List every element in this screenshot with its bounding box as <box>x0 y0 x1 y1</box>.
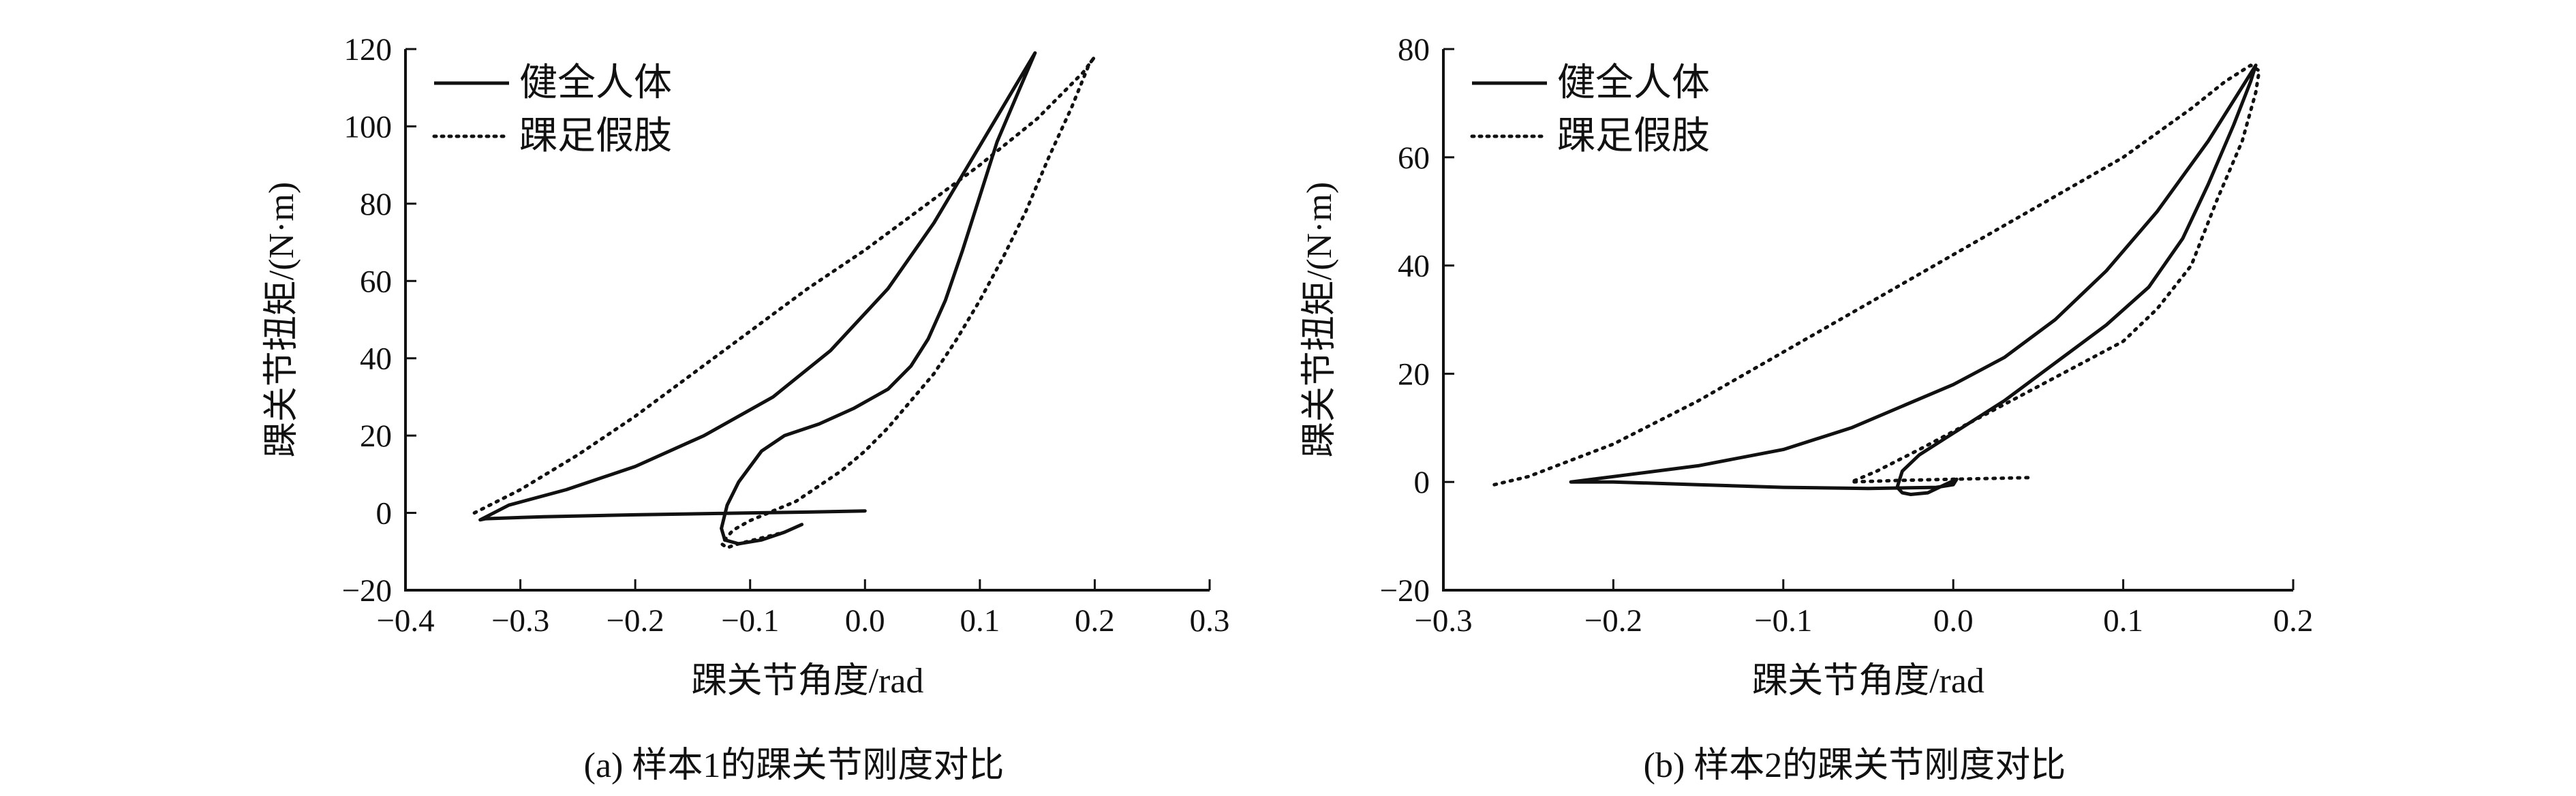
panel-b-y-axis-title: 踝关节扭矩/(N·m) <box>1300 182 1339 457</box>
panel-b-x-tick-label-1: −0.2 <box>1584 603 1642 639</box>
panel-a-y-tick-label-4: 60 <box>360 264 392 299</box>
panel-b-y-tick-label-5: 80 <box>1398 32 1430 67</box>
panel-a-x-tick-label-2: −0.2 <box>607 603 664 639</box>
panel-b-x-ticks: −0.3 −0.2 −0.1 0.0 0.1 0.2 <box>1414 579 2313 639</box>
panel-a-caption: (a) 样本1的踝关节刚度对比 <box>584 746 1005 785</box>
panel-b-x-tick-label-0: −0.3 <box>1414 603 1472 639</box>
panel-b-legend-label-solid: 健全人体 <box>1557 62 1710 104</box>
panel-b-y-tick-label-3: 40 <box>1398 249 1430 284</box>
panel-a-y-tick-label-0: −20 <box>341 573 392 609</box>
panel-a-x-ticks: −0.4 −0.3 −0.2 −0.1 0.0 0.1 0.2 0.3 <box>376 579 1229 639</box>
panel-a-y-tick-label-5: 80 <box>360 187 392 222</box>
panel-a-x-tick-label-7: 0.3 <box>1190 603 1230 639</box>
panel-b-y-ticks: −20 0 20 40 60 80 <box>1379 32 1454 609</box>
panel-b-x-tick-label-5: 0.2 <box>2273 603 2314 639</box>
panel-b-legend: 健全人体 踝足假肢 <box>1470 62 1710 157</box>
panel-a-x-tick-label-5: 0.1 <box>960 603 1000 639</box>
panel-a-x-tick-label-3: −0.1 <box>721 603 779 639</box>
panel-b-series <box>1492 63 2261 496</box>
panel-b-x-axis-title: 踝关节角度/rad <box>1752 662 1984 701</box>
panel-a-y-axis-title: 踝关节扭矩/(N·m) <box>262 182 301 457</box>
panel-a-y-tick-label-2: 20 <box>360 418 392 454</box>
panel-b-x-tick-label-3: 0.0 <box>1933 603 1974 639</box>
panel-a-x-tick-label-4: 0.0 <box>845 603 885 639</box>
panel-b-x-tick-label-4: 0.1 <box>2103 603 2143 639</box>
panel-a-x-tick-label-6: 0.2 <box>1075 603 1115 639</box>
panel-a-x-axis-title: 踝关节角度/rad <box>692 662 924 701</box>
panel-a-series <box>472 51 1097 550</box>
panel-b-series-solid <box>1569 63 2258 496</box>
panel-b-y-tick-label-4: 60 <box>1398 140 1430 176</box>
panel-b-y-tick-label-0: −20 <box>1379 573 1430 609</box>
panel-b-caption: (b) 样本2的踝关节刚度对比 <box>1644 746 2066 785</box>
panel-a-series-dotted <box>472 55 1097 550</box>
panel-a-y-tick-label-1: 0 <box>376 496 393 532</box>
panel-a: −0.4 −0.3 −0.2 −0.1 0.0 0.1 0.2 0.3 −20 0 20 40 60 8… <box>262 32 1229 785</box>
panel-a-series-solid <box>478 51 1037 546</box>
panel-a-x-tick-label-0: −0.4 <box>376 603 434 639</box>
panel-a-y-tick-label-6: 100 <box>344 109 393 144</box>
panel-a-x-tick-label-1: −0.3 <box>491 603 549 639</box>
panel-a-legend-label-solid: 健全人体 <box>519 62 672 104</box>
panel-b-x-tick-label-2: −0.1 <box>1754 603 1812 639</box>
panel-b: −0.3 −0.2 −0.1 0.0 0.1 0.2 −20 0 20 40 60 80 健全人体 … <box>1300 32 2313 785</box>
panel-a-y-tick-label-3: 40 <box>360 341 392 377</box>
panel-a-legend-label-dotted: 踝足假肢 <box>519 115 672 157</box>
panel-a-y-tick-label-7: 120 <box>344 32 393 67</box>
panel-b-legend-label-dotted: 踝足假肢 <box>1557 115 1710 157</box>
panel-b-y-tick-label-2: 20 <box>1398 356 1430 392</box>
panel-a-legend: 健全人体 踝足假肢 <box>432 62 672 157</box>
panel-b-y-tick-label-1: 0 <box>1414 465 1430 500</box>
panel-a-y-ticks: −20 0 20 40 60 80 100 120 <box>341 32 416 609</box>
panel-b-series-dotted <box>1492 63 2261 487</box>
